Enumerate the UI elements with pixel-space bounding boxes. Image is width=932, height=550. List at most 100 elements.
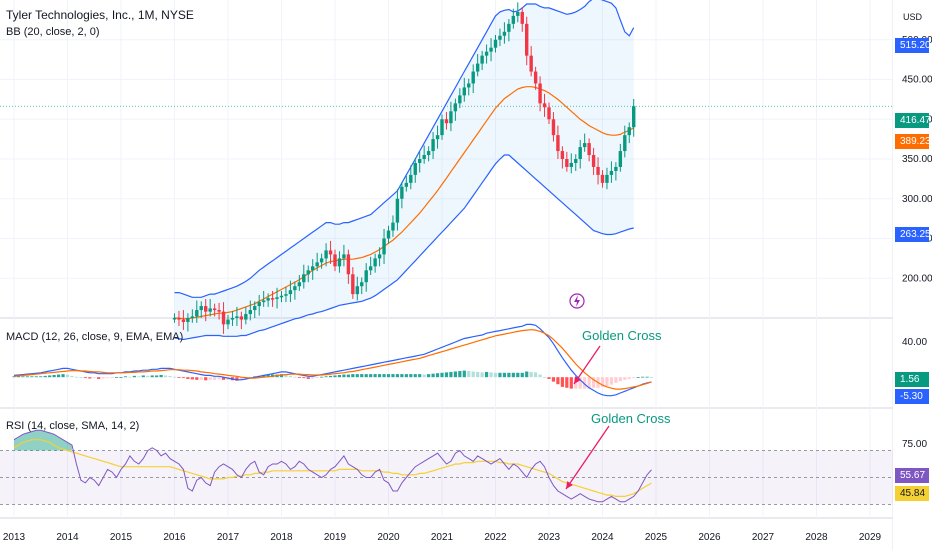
macd-histogram-bar [355, 374, 359, 378]
macd-histogram-bar [525, 371, 529, 378]
macd-histogram-bar [632, 377, 636, 379]
rsi-golden-cross-arrow-head [566, 481, 573, 489]
macd-histogram-bar [583, 377, 587, 389]
macd-histogram-bar [382, 374, 386, 378]
candle-body [311, 266, 315, 271]
candle-body [600, 174, 605, 183]
candle-body [493, 39, 498, 48]
x-tick-label: 2026 [698, 532, 721, 543]
macd-histogram-bar [453, 371, 457, 378]
x-tick-label: 2021 [431, 532, 454, 543]
macd-histogram-bar [444, 372, 449, 378]
macd-histogram-bar [609, 377, 614, 385]
candle-body [364, 270, 368, 283]
macd-histogram-bar [618, 377, 622, 382]
macd-histogram-bar [88, 377, 92, 379]
macd-histogram-bar [123, 376, 128, 378]
candle-body [297, 282, 302, 287]
candle-body [373, 258, 377, 267]
macd-histogram-bar [132, 375, 136, 378]
price-tick-label: 350.00 [902, 154, 932, 165]
candle-body [409, 174, 413, 183]
price-pane[interactable] [0, 0, 893, 341]
macd-tick-label: 40.00 [902, 337, 927, 348]
macd-histogram-bar [119, 377, 123, 378]
candle-body [453, 103, 458, 112]
macd-histogram-bar [141, 375, 145, 378]
candle-body [172, 318, 177, 320]
macd-value-badge: -5.30 [895, 389, 929, 404]
candle-body [614, 166, 618, 171]
macd-histogram-bar [52, 375, 56, 378]
annotation-arrows [565, 345, 610, 490]
candle-body [275, 297, 279, 299]
candle-body [578, 147, 582, 159]
candle-body [565, 159, 569, 167]
macd-histogram-bar [578, 377, 582, 389]
macd-histogram-bar [476, 371, 480, 378]
macd-histogram-bar [360, 374, 364, 378]
event-marker[interactable] [569, 293, 585, 309]
candle-body [270, 298, 275, 300]
macd-histogram-bar [186, 377, 190, 379]
macd-histogram-bar [400, 374, 404, 378]
rsi-ma-badge: 45.84 [895, 486, 929, 501]
macd-histogram-bar [600, 377, 605, 387]
candle-body [342, 254, 346, 259]
candle-body [284, 294, 288, 296]
candle-body [377, 254, 382, 259]
macd-histogram-bar [337, 375, 342, 378]
x-tick-label: 2020 [377, 532, 400, 543]
candle-body [404, 182, 409, 187]
candle-body [480, 55, 484, 64]
macd-histogram-bar [551, 377, 556, 382]
macd-histogram-bar [297, 377, 301, 378]
macd-histogram-bar [56, 374, 61, 378]
macd-histogram-bar [373, 374, 377, 378]
macd-histogram-bar [395, 374, 400, 378]
price-tick-label: 300.00 [902, 194, 932, 205]
macd-histogram-bar [324, 376, 328, 378]
candle-body [413, 162, 417, 175]
candle-body [177, 318, 181, 320]
bb-legend[interactable]: BB (20, close, 2, 0) [6, 26, 100, 38]
macd-histogram-bar [511, 372, 515, 378]
macd-histogram-bar [159, 375, 163, 378]
candle-body [449, 111, 453, 124]
macd-histogram-bar [534, 372, 538, 378]
macd-histogram-bar [288, 375, 293, 378]
macd-histogram-bar [16, 376, 21, 378]
macd-pane[interactable] [12, 323, 654, 397]
rsi-pane[interactable] [0, 429, 893, 505]
macd-histogram-bar [391, 374, 395, 378]
candle-body [195, 310, 199, 317]
currency-label: USD [903, 12, 923, 22]
macd-histogram-bar [641, 376, 645, 378]
macd-histogram-bar [556, 377, 560, 385]
candle-body [315, 262, 319, 267]
rsi-legend[interactable]: RSI (14, close, SMA, 14, 2) [6, 420, 140, 432]
macd-histogram-bar [279, 374, 284, 378]
macd-histogram-bar [342, 374, 346, 378]
candle-body [386, 230, 391, 239]
candle-body [351, 274, 355, 295]
candle-body [507, 23, 511, 32]
candle-body [217, 310, 221, 312]
candle-body [279, 295, 284, 298]
candle-body [199, 306, 203, 311]
candle-body [360, 282, 364, 287]
macd-histogram-bar [333, 375, 337, 378]
macd-histogram-bar [369, 374, 373, 378]
macd-histogram-bar [364, 374, 368, 378]
macd-histogram-bar [591, 377, 596, 388]
candle-body [511, 15, 516, 24]
macd-histogram-bar [516, 372, 520, 378]
macd-legend[interactable]: MACD (12, 26, close, 9, EMA, EMA) [6, 331, 184, 343]
candle-body [293, 286, 297, 291]
candle-body [248, 310, 252, 315]
candle-body [337, 258, 342, 267]
macd-histogram-bar [623, 377, 627, 380]
candle-body [355, 286, 359, 295]
x-tick-label: 2013 [3, 532, 26, 543]
